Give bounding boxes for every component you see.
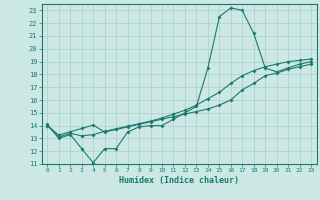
X-axis label: Humidex (Indice chaleur): Humidex (Indice chaleur) bbox=[119, 176, 239, 185]
